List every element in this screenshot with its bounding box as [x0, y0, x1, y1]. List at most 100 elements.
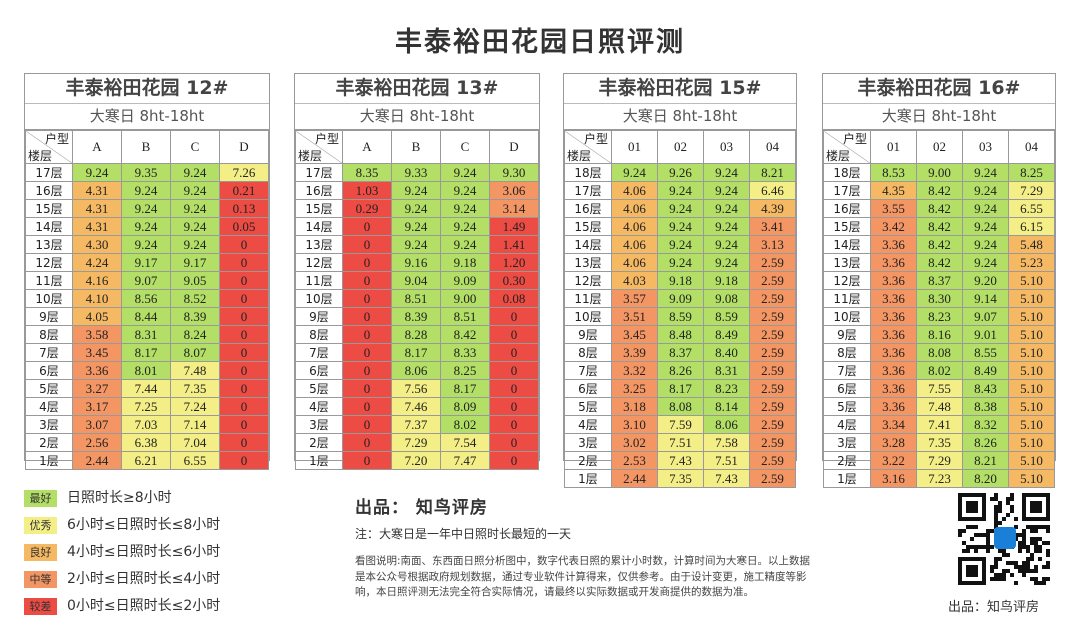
table-row: 17层 9.24 9.35 9.24 7.26	[25, 163, 269, 182]
sunlight-hours: 9.24	[703, 181, 750, 200]
description: 看图说明:南面、东西面日照分析图中，数字代表日照的累计小时数，计算时间为大寒日。…	[355, 555, 811, 598]
sunlight-hours: 2.56	[72, 433, 122, 452]
sunlight-hours: 9.24	[391, 181, 441, 200]
sunlight-hours: 7.43	[703, 469, 750, 488]
header-row: 户型 楼层 A B C D	[25, 130, 269, 164]
sunlight-hours: 7.56	[391, 379, 441, 398]
sunlight-hours: 0	[342, 379, 392, 398]
corner-cell: 户型 楼层	[295, 130, 343, 164]
sunlight-hours: 8.21	[749, 163, 796, 182]
sunlight-hours: 9.24	[440, 181, 490, 200]
floor-label: 13层	[823, 253, 871, 272]
sunlight-hours: 3.36	[870, 235, 917, 254]
sunlight-hours: 8.43	[962, 379, 1009, 398]
sunlight-hours: 9.17	[170, 253, 220, 272]
sunlight-hours: 9.07	[121, 271, 171, 290]
qr-module	[994, 565, 998, 569]
qr-module	[1046, 553, 1050, 557]
sunlight-hours: 6.38	[121, 433, 171, 452]
sunlight-hours: 2.59	[749, 361, 796, 380]
qr-module	[990, 577, 994, 581]
qr-module	[1034, 581, 1038, 585]
sunlight-hours: 4.06	[611, 235, 658, 254]
table-row: 9层 3.36 8.16 9.01 5.10	[823, 325, 1055, 344]
sunlight-hours: 9.18	[657, 271, 704, 290]
legend-item: 最好 日照时长≥8小时	[24, 487, 172, 507]
floor-label: 3层	[564, 433, 612, 452]
sunlight-hours: 5.10	[1008, 397, 1055, 416]
sunlight-hours: 7.24	[170, 397, 220, 416]
qr-module	[986, 541, 990, 545]
floor-label: 6层	[564, 379, 612, 398]
floor-label: 16层	[823, 199, 871, 218]
table-row: 16层 4.06 9.24 9.24 4.39	[564, 199, 796, 218]
qr-module	[970, 525, 974, 529]
sunlight-hours: 0	[342, 307, 392, 326]
table-row: 18层 8.53 9.00 9.24 8.25	[823, 163, 1055, 182]
qr-module	[1022, 533, 1026, 537]
sunlight-hours: 3.25	[611, 379, 658, 398]
sunlight-hours: 0	[489, 307, 539, 326]
data-table: 户型 楼层 A B C D 17层 9.24 9.35 9.24 7.26 16层 4.31 9.24 9.…	[25, 130, 269, 470]
sunlight-hours: 9.24	[657, 217, 704, 236]
table-row: 6层 3.36 7.55 8.43 5.10	[823, 379, 1055, 398]
qr-module	[974, 549, 978, 553]
column-header: 02	[916, 130, 963, 164]
corner-top: 户型	[314, 132, 339, 146]
table-row: 8层 3.39 8.37 8.40 2.59	[564, 343, 796, 362]
sunlight-hours: 3.36	[870, 271, 917, 290]
sunlight-hours: 8.02	[916, 361, 963, 380]
qr-module	[1030, 553, 1034, 557]
sunlight-hours: 9.01	[962, 325, 1009, 344]
qr-module	[1022, 529, 1026, 533]
qr-module	[1010, 493, 1014, 497]
sunlight-hours: 3.36	[870, 307, 917, 326]
qr-module	[974, 525, 978, 529]
qr-module	[1030, 541, 1034, 545]
floor-label: 17层	[564, 181, 612, 200]
sunlight-hours: 8.01	[121, 361, 171, 380]
qr-module	[1022, 545, 1026, 549]
header-row: 户型 楼层 A B C D	[295, 130, 539, 164]
page-title: 丰泰裕田花园日照评测	[395, 27, 685, 58]
column-header: B	[121, 130, 171, 164]
sunlight-hours: 7.20	[391, 451, 441, 470]
sunlight-hours: 5.10	[1008, 433, 1055, 452]
sunlight-hours: 3.36	[72, 361, 122, 380]
sunlight-hours: 8.08	[916, 343, 963, 362]
table-row: 11层 3.36 8.30 9.14 5.10	[823, 289, 1055, 308]
floor-label: 11层	[823, 289, 871, 308]
sunlight-hours: 9.24	[611, 163, 658, 182]
sunlight-hours: 0	[489, 397, 539, 416]
table-row: 5层 3.27 7.44 7.35 0	[25, 379, 269, 398]
sunlight-hours: 7.26	[219, 163, 269, 182]
sunlight-hours: 4.06	[611, 217, 658, 236]
sunlight-hours: 3.55	[870, 199, 917, 218]
sunlight-hours: 8.06	[703, 415, 750, 434]
sunlight-hours: 9.24	[703, 253, 750, 272]
table-row: 17层 8.35 9.33 9.24 9.30	[295, 163, 539, 182]
table-row: 3层 3.02 7.51 7.58 2.59	[564, 433, 796, 452]
sunlight-hours: 4.06	[611, 253, 658, 272]
sunlight-hours: 3.13	[749, 235, 796, 254]
sunlight-hours: 8.32	[962, 415, 1009, 434]
sunlight-hours: 5.10	[1008, 271, 1055, 290]
sunlight-hours: 4.03	[611, 271, 658, 290]
sunlight-hours: 3.34	[870, 415, 917, 434]
column-header: 03	[703, 130, 750, 164]
sunlight-hours: 7.48	[916, 397, 963, 416]
sunlight-hours: 3.39	[611, 343, 658, 362]
sunlight-hours: 3.36	[870, 343, 917, 362]
table-row: 8层 0 8.28 8.42 0	[295, 325, 539, 344]
qr-module	[994, 497, 998, 501]
sunlight-hours: 8.56	[121, 289, 171, 308]
floor-label: 1层	[295, 451, 343, 470]
floor-label: 10层	[564, 307, 612, 326]
floor-label: 16层	[25, 181, 73, 200]
table-row: 10层 4.10 8.56 8.52 0	[25, 289, 269, 308]
sunlight-hours: 0	[342, 271, 392, 290]
table-row: 14层 0 9.24 9.24 1.49	[295, 217, 539, 236]
table-row: 9层 0 8.39 8.51 0	[295, 307, 539, 326]
table-row: 15层 0.29 9.24 9.24 3.14	[295, 199, 539, 218]
qr-module	[1030, 569, 1034, 573]
